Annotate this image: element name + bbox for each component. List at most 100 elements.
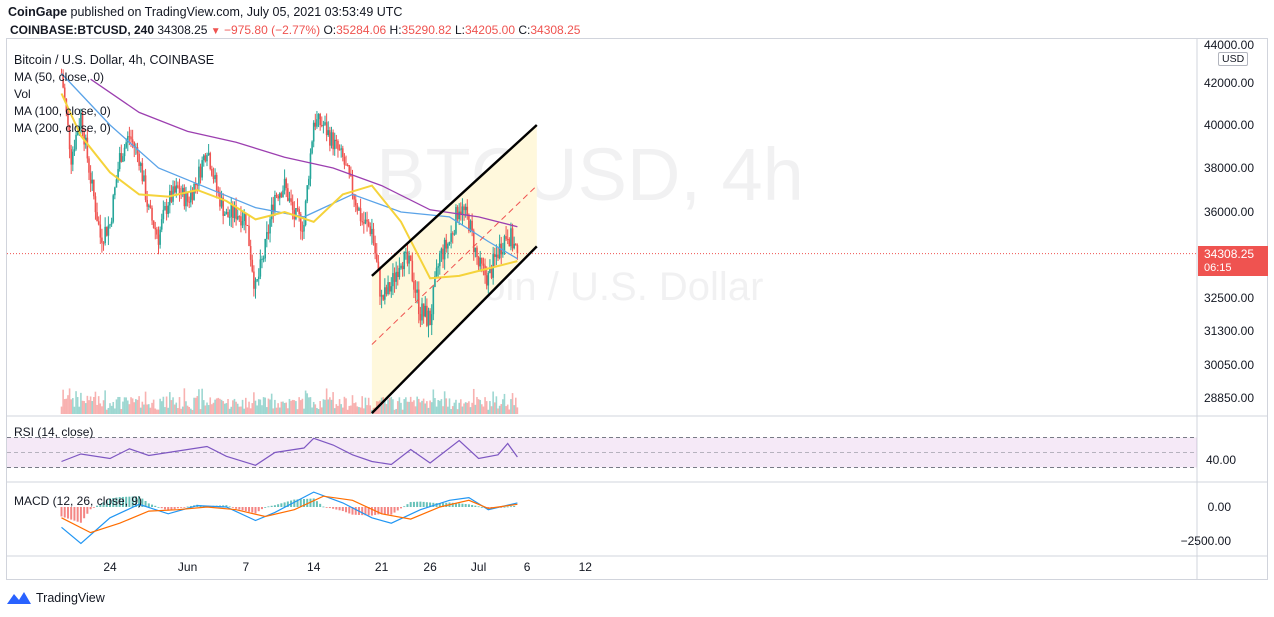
volume-bar — [65, 398, 68, 414]
macd-hist-bar — [70, 507, 73, 520]
publisher-author[interactable]: CoinGape — [8, 5, 68, 19]
macd-hist-bar — [299, 499, 302, 507]
macd-hist-bar — [480, 507, 483, 508]
macd-label[interactable]: MACD (12, 26, close, 9) — [14, 494, 143, 508]
channel-lower-line[interactable] — [371, 245, 538, 414]
price-axis[interactable]: 44000.00 42000.00 40000.00 38000.00 36000.00… — [1181, 38, 1255, 548]
candle-body — [505, 236, 507, 239]
rsi-label[interactable]: RSI (14, close) — [14, 425, 94, 439]
volume-bar — [70, 399, 72, 414]
macd-hist-bar — [416, 501, 419, 507]
tradingview-footer[interactable]: TradingView — [6, 590, 105, 606]
legend-ma200[interactable]: MA (200, close, 0) — [14, 121, 111, 135]
candle-body — [340, 148, 342, 150]
volume-bar — [172, 397, 174, 414]
volume-bar — [330, 399, 333, 414]
volume-bar — [469, 407, 472, 414]
volume-bar — [243, 408, 245, 414]
symbol-label[interactable]: COINBASE:BTCUSD, 240 — [10, 23, 155, 37]
volume-bar — [272, 408, 275, 414]
volume-bar — [96, 404, 98, 414]
candle-body — [269, 219, 271, 234]
macd-line — [61, 491, 518, 545]
candle-body — [206, 155, 208, 162]
rsi-tick-label: 40.00 — [1206, 453, 1236, 467]
ohlc-header: COINBASE:BTCUSD, 240 34308.25 ▼ −975.80 … — [10, 23, 580, 37]
macd-hist-bar — [125, 496, 128, 507]
macd-hist-bar — [228, 506, 231, 508]
tradingview-brand: TradingView — [36, 591, 105, 605]
volume-bar — [177, 408, 179, 414]
time-axis[interactable]: 24 Jun 7 14 21 26 Jul 6 12 — [103, 560, 592, 574]
volume-bar — [267, 398, 270, 414]
macd-pane[interactable] — [60, 491, 518, 545]
candle-body — [115, 179, 118, 188]
candle-body — [312, 122, 315, 142]
volume-bar — [285, 402, 288, 414]
price-tick-label: 31300.00 — [1204, 324, 1254, 338]
volume-bar — [232, 400, 234, 414]
volume-bar — [257, 399, 260, 414]
macd-hist-bar — [513, 505, 516, 507]
candle-body — [298, 209, 300, 215]
candle-body — [416, 289, 418, 293]
candle-body — [245, 213, 247, 226]
macd-hist-bar — [131, 496, 134, 507]
volume-bar — [154, 408, 157, 414]
price-tick-label: 44000.00 — [1204, 38, 1254, 52]
macd-hist-bar — [260, 507, 263, 510]
volume-bar — [308, 397, 310, 414]
currency-badge[interactable]: USD — [1218, 52, 1249, 66]
main-pane[interactable] — [7, 68, 1197, 414]
volume-bar — [506, 404, 509, 414]
volume-bar — [312, 401, 315, 414]
candle-body — [450, 233, 452, 242]
macd-hist-bar — [277, 504, 280, 507]
chart-frame[interactable] — [6, 38, 1268, 580]
open-value: 35284.06 — [336, 23, 387, 37]
macd-hist-bar — [332, 507, 335, 509]
volume-bar — [466, 402, 469, 414]
macd-hist-bar — [429, 502, 432, 507]
macd-hist-bar — [225, 505, 228, 507]
volume-bar — [387, 399, 389, 414]
volume-bar — [508, 409, 511, 414]
bar-countdown: 06:15 — [1204, 262, 1232, 274]
macd-hist-bar — [63, 507, 66, 518]
legend-ma50[interactable]: MA (50, close, 0) — [14, 70, 105, 84]
macd-hist-bar — [367, 507, 370, 516]
candle-body — [291, 201, 294, 210]
legend-ma100[interactable]: MA (100, close, 0) — [14, 104, 111, 118]
volume-bar — [455, 399, 457, 414]
price-change: −975.80 (−2.77%) — [224, 23, 321, 37]
candle-body — [448, 241, 451, 244]
price-tick-label: 40000.00 — [1204, 118, 1254, 132]
volume-bar — [167, 407, 169, 414]
macd-hist-bar — [509, 506, 512, 508]
rsi-pane[interactable] — [7, 437, 1197, 468]
volume-bar — [178, 397, 181, 414]
volume-bar — [295, 401, 297, 414]
channel-upper-line[interactable] — [371, 124, 538, 277]
candle-body — [508, 239, 511, 247]
volume-bar — [337, 405, 339, 414]
candle-body — [191, 191, 194, 200]
candle-body — [361, 221, 363, 223]
volume-bar — [280, 401, 283, 414]
macd-hist-bar — [283, 502, 286, 507]
volume-bar — [130, 397, 132, 414]
volume-bar — [251, 403, 254, 414]
legend-vol[interactable]: Vol — [14, 87, 31, 101]
macd-hist-bar — [315, 501, 318, 507]
volume-bar — [493, 402, 496, 414]
macd-hist-bar — [461, 503, 464, 507]
watermark-symbol: BTCUSD, 4h — [376, 133, 804, 216]
candle-body — [445, 239, 448, 249]
candle-body — [146, 199, 148, 207]
volume-bar — [498, 405, 501, 414]
volume-bar — [190, 408, 192, 414]
candle-body — [272, 204, 275, 212]
volume-bar — [89, 396, 92, 414]
chart-title[interactable]: Bitcoin / U.S. Dollar, 4h, COINBASE — [14, 53, 215, 67]
